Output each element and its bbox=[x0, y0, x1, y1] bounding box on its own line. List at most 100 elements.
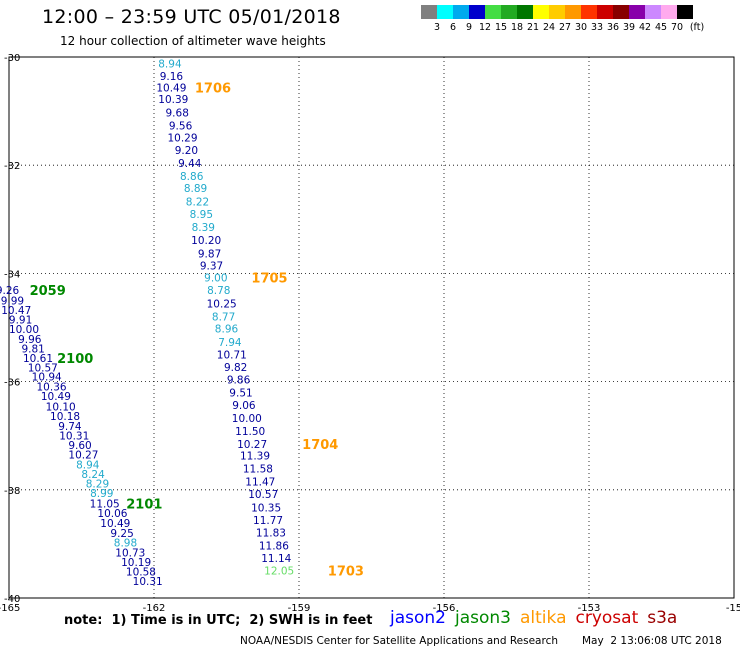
page-subtitle: 12 hour collection of altimeter wave hei… bbox=[60, 34, 326, 48]
x-tick-label: -159 bbox=[288, 603, 311, 614]
wave-height-value: 8.39 bbox=[192, 222, 215, 234]
color-scale-label: 42 bbox=[638, 22, 652, 33]
wave-height-value: 9.82 bbox=[224, 362, 247, 374]
wave-height-value: 8.94 bbox=[158, 58, 182, 70]
color-swatch-2 bbox=[453, 5, 469, 19]
wave-height-value: 10.94 bbox=[32, 372, 62, 384]
color-swatch-16 bbox=[677, 5, 693, 19]
color-scale-label: 9 bbox=[465, 22, 473, 33]
wave-height-value: 12.05 bbox=[264, 565, 294, 577]
wave-height-value: 9.25 bbox=[110, 528, 133, 540]
wave-height-value: 10.27 bbox=[68, 450, 98, 462]
wave-height-value: 8.77 bbox=[212, 312, 235, 324]
y-tick-label: -38 bbox=[4, 486, 20, 497]
wave-height-value: 8.95 bbox=[190, 209, 213, 221]
wave-height-value: 11.83 bbox=[256, 528, 286, 540]
map-frame bbox=[8, 56, 735, 599]
color-swatch-15 bbox=[661, 5, 677, 19]
legend-s3a: s3a bbox=[647, 608, 678, 628]
wave-height-value: 10.49 bbox=[156, 82, 186, 94]
color-scale-label: 18 bbox=[510, 22, 524, 33]
color-swatch-8 bbox=[549, 5, 565, 19]
wave-height-value: 10.49 bbox=[41, 391, 71, 403]
wave-height-value: 9.96 bbox=[18, 334, 42, 346]
legend-cryosat: cryosat bbox=[575, 608, 639, 628]
page-title: 12:00 – 23:59 UTC 05/01/2018 bbox=[42, 6, 341, 28]
wave-height-value: 10.20 bbox=[191, 235, 221, 247]
x-tick-label: -165 bbox=[0, 603, 20, 614]
footnote: note: 1) Time is in UTC; 2) SWH is in fe… bbox=[64, 613, 373, 628]
wave-height-value: 10.73 bbox=[115, 548, 145, 560]
color-swatch-12 bbox=[613, 5, 629, 19]
color-scale-label: 3 bbox=[433, 22, 441, 33]
wave-height-value: 10.18 bbox=[50, 411, 80, 423]
color-swatch-7 bbox=[533, 5, 549, 19]
wave-height-value: 10.49 bbox=[100, 518, 130, 530]
x-tick-label: -162 bbox=[143, 603, 166, 614]
color-scale-bar bbox=[421, 5, 693, 19]
wave-height-value: 10.57 bbox=[28, 363, 58, 375]
wave-height-value: 10.71 bbox=[217, 350, 247, 362]
wave-height-value: 10.39 bbox=[158, 94, 188, 106]
wave-height-value: 9.00 bbox=[204, 273, 227, 285]
legend-altika: altika bbox=[520, 608, 567, 628]
color-swatch-10 bbox=[581, 5, 597, 19]
generation-timestamp: May 2 13:06:08 UTC 2018 bbox=[582, 635, 722, 647]
wave-height-value: 10.29 bbox=[167, 133, 197, 145]
wave-height-value: 9.87 bbox=[198, 248, 221, 260]
wave-height-value: 10.31 bbox=[59, 431, 89, 443]
wave-height-value: 9.16 bbox=[160, 71, 184, 83]
x-tick-label: -156 bbox=[433, 603, 456, 614]
legend-jason3: jason3 bbox=[455, 608, 511, 628]
wave-height-value: 10.00 bbox=[232, 413, 262, 425]
color-scale-label: 39 bbox=[622, 22, 636, 33]
wave-height-value: 8.99 bbox=[90, 488, 113, 500]
pass-time-label: 2101 bbox=[126, 497, 162, 512]
color-swatch-9 bbox=[565, 5, 581, 19]
wave-height-value: 8.98 bbox=[114, 537, 137, 549]
pass-time-label: 2059 bbox=[30, 284, 66, 299]
color-scale-label: 21 bbox=[526, 22, 540, 33]
wave-height-value: 11.86 bbox=[259, 541, 289, 553]
color-scale-label: 27 bbox=[558, 22, 572, 33]
color-scale-label: 33 bbox=[590, 22, 604, 33]
wave-height-value: 9.51 bbox=[229, 387, 252, 399]
wave-height-value: 9.60 bbox=[68, 440, 91, 452]
wave-height-value: 8.94 bbox=[76, 459, 100, 471]
x-tick-label: -15 bbox=[726, 603, 740, 614]
wave-height-value: 11.77 bbox=[253, 515, 283, 527]
color-swatch-6 bbox=[517, 5, 533, 19]
color-scale-label: 15 bbox=[494, 22, 508, 33]
wave-height-value: 10.57 bbox=[248, 489, 278, 501]
legend-jason2: jason2 bbox=[390, 608, 446, 628]
wave-height-value: 9.26 bbox=[0, 285, 20, 297]
color-scale-label: 24 bbox=[542, 22, 556, 33]
wave-height-value: 9.20 bbox=[175, 145, 198, 157]
wave-height-value: 11.47 bbox=[245, 477, 275, 489]
credit-line: NOAA/NESDIS Center for Satellite Applica… bbox=[240, 635, 558, 647]
pass-time-label: 2100 bbox=[57, 352, 93, 367]
wave-height-value: 10.58 bbox=[126, 566, 156, 578]
color-swatch-3 bbox=[469, 5, 485, 19]
color-scale-label: (ft) bbox=[689, 22, 705, 33]
wave-height-value: 10.00 bbox=[9, 324, 39, 336]
color-scale-label: 45 bbox=[654, 22, 668, 33]
color-swatch-4 bbox=[485, 5, 501, 19]
wave-height-value: 8.89 bbox=[184, 183, 207, 195]
wave-height-value: 8.24 bbox=[81, 469, 105, 481]
wave-height-value: 10.27 bbox=[237, 439, 267, 451]
color-swatch-1 bbox=[437, 5, 453, 19]
pass-time-label: 1706 bbox=[195, 81, 231, 96]
wave-height-value: 11.05 bbox=[90, 498, 120, 510]
color-scale-label: 30 bbox=[574, 22, 588, 33]
y-tick-label: -32 bbox=[4, 161, 20, 172]
wave-height-value: 8.96 bbox=[215, 324, 239, 336]
wave-height-value: 9.99 bbox=[1, 295, 24, 307]
wave-height-value: 10.35 bbox=[251, 503, 281, 515]
pass-time-label: 1704 bbox=[302, 438, 338, 453]
wave-height-value: 11.14 bbox=[261, 553, 291, 565]
wave-height-value: 7.94 bbox=[218, 337, 242, 349]
wave-height-value: 11.39 bbox=[240, 451, 270, 463]
wave-height-value: 11.50 bbox=[235, 426, 265, 438]
